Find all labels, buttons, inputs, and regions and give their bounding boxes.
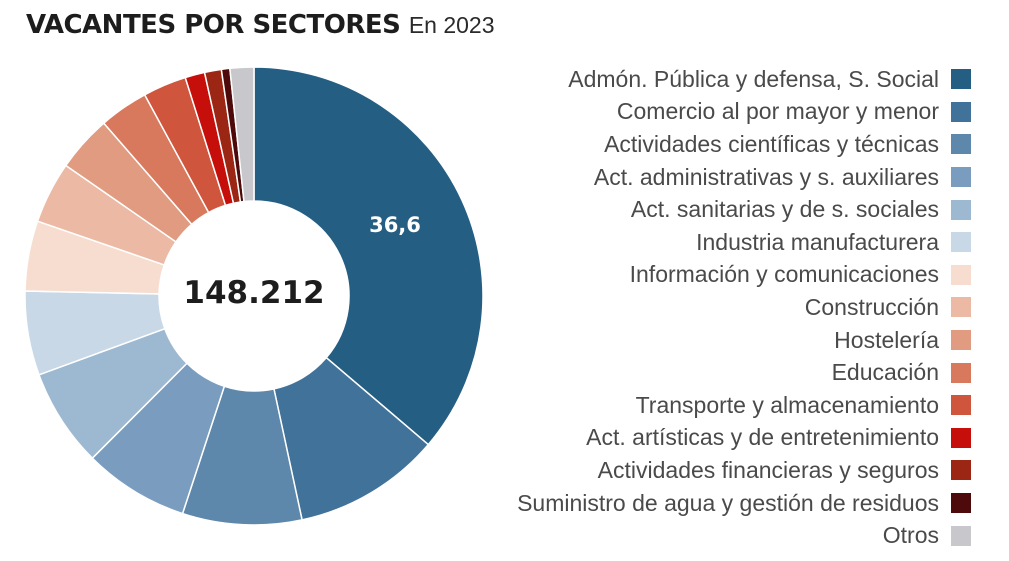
legend-label: Suministro de agua y gestión de residuos [517,489,939,516]
legend-item: Suministro de agua y gestión de residuos [517,487,971,520]
legend-label: Actividades financieras y seguros [597,456,939,483]
legend-swatch [951,460,971,481]
legend-label: Comercio al por mayor y menor [616,98,939,125]
donut-slice-15 [229,66,255,203]
legend-item: Actividades financieras y seguros [517,454,971,487]
legend-item: Transporte y almacenamiento [517,389,971,422]
legend-label: Información y comunicaciones [629,261,939,288]
legend-swatch [951,362,971,383]
legend-item: Act. administrativas y s. auxiliares [517,161,971,194]
legend-label: Educación [831,359,939,386]
legend-swatch [951,330,971,351]
legend-item: Hostelería [517,324,971,357]
chart-header: VACANTES POR SECTORES En 2023 [26,10,495,40]
legend-label: Construcción [804,293,939,320]
slice-value-label: 36,6 [369,213,421,237]
chart-subtitle: En 2023 [408,12,495,38]
donut-slices [24,66,484,526]
legend-swatch [951,199,971,220]
legend-swatch [951,134,971,155]
legend-swatch [951,69,971,90]
legend-swatch [951,427,971,448]
legend-item: Admón. Pública y defensa, S. Social [517,63,971,96]
legend-item: Act. sanitarias y de s. sociales [517,193,971,226]
legend-label: Otros [882,522,939,549]
legend-label: Admón. Pública y defensa, S. Social [568,65,939,92]
legend-item: Actividades científicas y técnicas [517,128,971,161]
legend-label: Transporte y almacenamiento [635,391,939,418]
legend-item: Comercio al por mayor y menor [517,96,971,129]
legend-item: Otros [517,519,971,552]
donut-chart: 148.212 36,6 [24,66,484,526]
legend-label: Act. sanitarias y de s. sociales [630,196,939,223]
legend-item: Industria manufacturera [517,226,971,259]
legend-label: Hostelería [834,326,939,353]
legend-label: Actividades científicas y técnicas [604,130,939,157]
legend-swatch [951,167,971,188]
legend-item: Construcción [517,291,971,324]
legend-item: Educación [517,356,971,389]
legend-swatch [951,232,971,253]
legend-swatch [951,297,971,318]
donut-slice-1 [253,66,484,446]
chart-title: VACANTES POR SECTORES [26,10,401,40]
center-total-label: 148.212 [183,275,324,311]
legend-item: Act. artísticas y de entretenimiento [517,422,971,455]
legend-swatch [951,525,971,546]
legend-label: Act. artísticas y de entretenimiento [586,424,939,451]
legend-label: Industria manufacturera [696,228,939,255]
legend-label: Act. administrativas y s. auxiliares [593,163,939,190]
chart-legend: Admón. Pública y defensa, S. Social Comer… [517,63,971,552]
legend-swatch [951,264,971,285]
legend-swatch [951,101,971,122]
legend-item: Información y comunicaciones [517,259,971,292]
legend-swatch [951,395,971,416]
legend-swatch [951,493,971,514]
